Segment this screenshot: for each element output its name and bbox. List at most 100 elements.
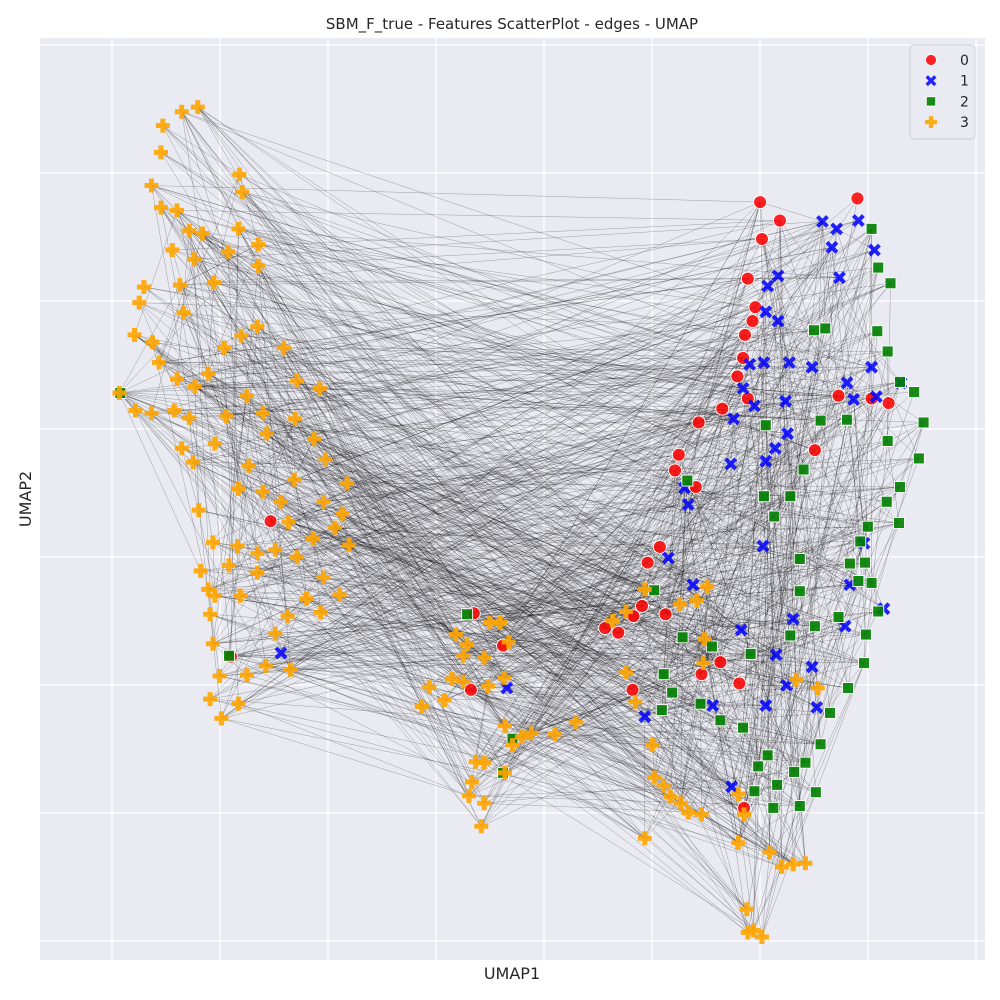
edge-line xyxy=(468,247,833,797)
edge-line xyxy=(747,398,806,864)
data-point-series-3 xyxy=(647,770,662,785)
edge-line xyxy=(172,249,474,614)
edge-line xyxy=(470,689,763,938)
edge-line xyxy=(484,657,770,853)
edge-line xyxy=(743,198,858,815)
edge-line xyxy=(348,544,732,787)
data-point-series-3 xyxy=(193,563,208,578)
edge-line xyxy=(151,185,633,691)
edge-line xyxy=(701,814,739,844)
edge-line xyxy=(767,582,872,756)
data-point-series-2 xyxy=(694,697,707,710)
edge-line xyxy=(159,362,788,434)
edge-line xyxy=(296,328,826,558)
data-point-series-1 xyxy=(851,214,865,227)
edge-line xyxy=(265,611,626,667)
edge-line xyxy=(692,584,759,767)
data-point-series-3 xyxy=(217,340,232,355)
data-point-series-3 xyxy=(307,432,322,447)
edge-line xyxy=(323,420,821,503)
edge-line xyxy=(202,233,689,505)
data-point-series-3 xyxy=(422,680,437,695)
edge-line xyxy=(238,228,753,322)
edge-line xyxy=(160,207,508,689)
data-point-series-3 xyxy=(524,726,539,741)
data-point-series-2 xyxy=(809,786,822,799)
edge-line xyxy=(483,277,840,658)
edge-line xyxy=(347,483,900,488)
edge-line xyxy=(575,543,865,723)
data-point-series-1 xyxy=(724,457,738,471)
data-point-series-3 xyxy=(312,381,327,396)
edge-line xyxy=(625,611,817,793)
edge-line xyxy=(471,422,699,783)
edge-line xyxy=(668,440,888,559)
edge-line xyxy=(502,645,721,721)
edge-line xyxy=(296,380,676,471)
data-point-series-3 xyxy=(203,692,218,707)
edge-line xyxy=(313,538,721,663)
edge-line xyxy=(741,618,794,631)
edge-line xyxy=(248,395,839,467)
data-point-series-3 xyxy=(232,167,247,182)
edge-line xyxy=(483,285,768,658)
edge-line xyxy=(151,185,664,675)
edge-line xyxy=(288,521,777,656)
edge-line xyxy=(483,367,813,804)
edge-line xyxy=(224,347,839,396)
edge-line xyxy=(176,230,190,380)
edge-line xyxy=(325,418,734,460)
data-point-series-3 xyxy=(460,637,475,652)
edge-line xyxy=(738,545,764,795)
edge-line xyxy=(475,422,699,762)
edge-line xyxy=(214,443,673,693)
data-point-series-0 xyxy=(658,607,673,622)
edge-line xyxy=(346,483,739,844)
edge-line xyxy=(119,364,750,394)
edge-line xyxy=(306,590,655,599)
edge-line xyxy=(134,334,766,706)
data-point-series-0 xyxy=(625,682,640,697)
edge-line xyxy=(208,373,744,728)
edge-line xyxy=(275,633,816,793)
edge-line xyxy=(502,201,761,646)
edge-line xyxy=(887,283,891,441)
data-point-series-3 xyxy=(281,515,296,530)
edge-line xyxy=(228,655,506,727)
edge-line xyxy=(348,320,779,546)
edge-line xyxy=(176,210,694,585)
edge-line xyxy=(290,669,485,763)
edge-line xyxy=(473,613,806,763)
edge-line xyxy=(189,230,872,584)
edge-line xyxy=(198,510,216,596)
edge-line xyxy=(761,398,872,937)
edge-line xyxy=(722,408,867,635)
edge-line xyxy=(489,586,708,623)
edge-line xyxy=(334,527,721,663)
edge-line xyxy=(160,207,839,396)
edge-line xyxy=(294,418,470,796)
data-point-series-1 xyxy=(756,539,770,553)
edge-line xyxy=(680,382,902,804)
edge-line xyxy=(761,238,790,363)
edge-line xyxy=(212,408,723,644)
edge-line xyxy=(221,334,746,719)
edge-line xyxy=(555,733,768,756)
edge-line xyxy=(183,312,276,550)
edge-line xyxy=(334,527,800,560)
data-point-series-3 xyxy=(203,607,218,622)
edge-line xyxy=(238,228,474,614)
legend-label-2: 2 xyxy=(960,94,969,110)
edge-line xyxy=(604,627,800,807)
data-point-series-2 xyxy=(748,785,761,798)
edge-line xyxy=(238,228,744,389)
edge-line xyxy=(347,458,919,484)
edge-line xyxy=(293,479,473,783)
data-point-series-3 xyxy=(316,570,331,585)
edge-line xyxy=(134,334,645,717)
edge-line xyxy=(765,311,816,451)
data-point-series-3 xyxy=(696,656,711,671)
data-point-series-3 xyxy=(689,593,704,608)
data-point-series-0 xyxy=(738,327,752,342)
edge-line xyxy=(296,422,699,558)
